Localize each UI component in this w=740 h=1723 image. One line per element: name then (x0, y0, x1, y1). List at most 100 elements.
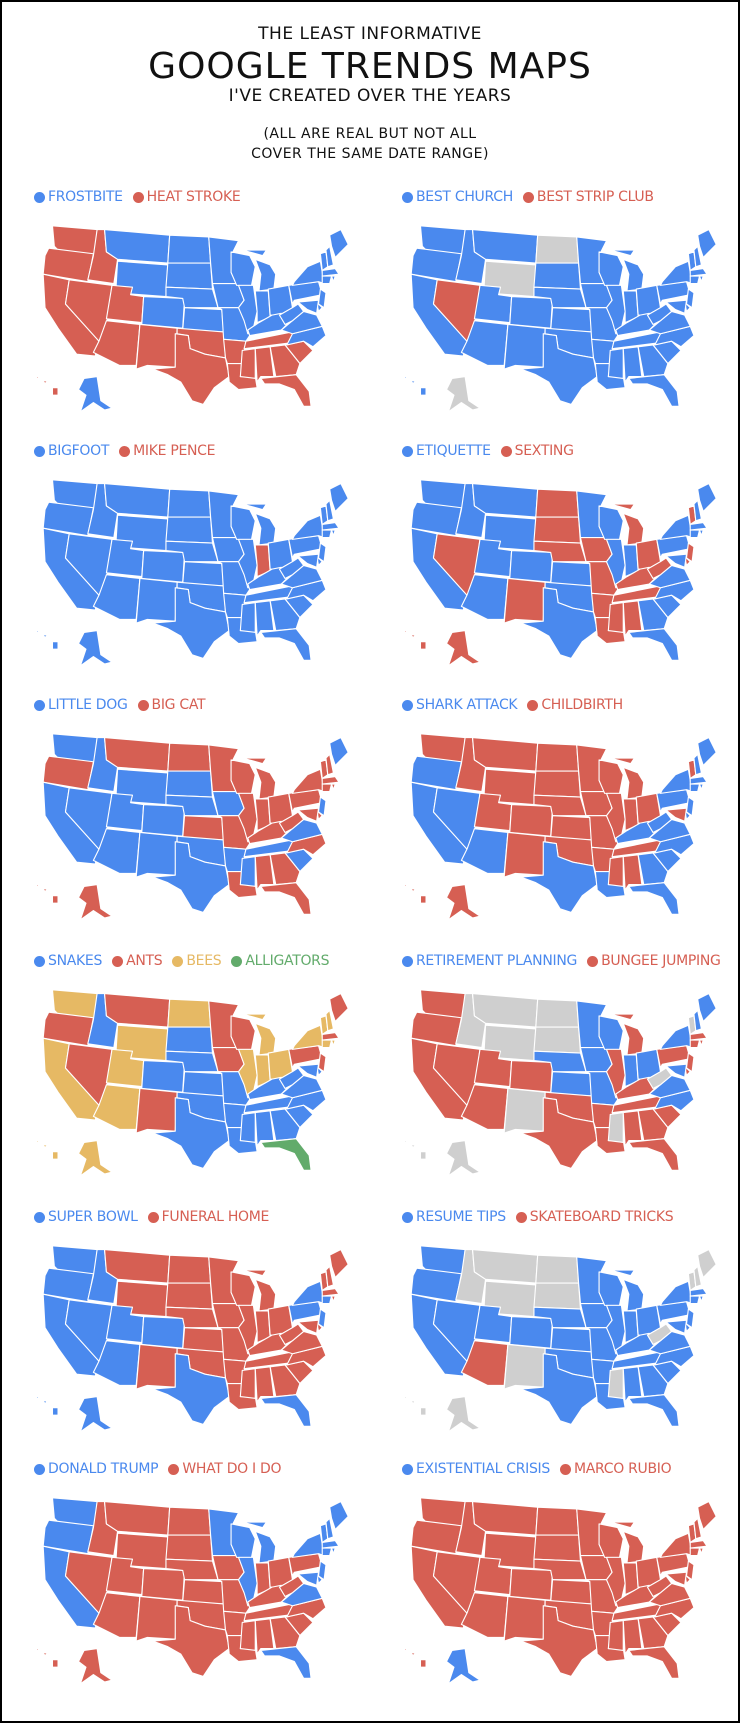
state-wi (598, 759, 624, 794)
state-il (237, 792, 258, 843)
state-nm (503, 1087, 546, 1134)
state-ak (445, 375, 481, 413)
state-wi (230, 251, 256, 286)
legend-dot-icon (34, 1463, 45, 1475)
state-ct (321, 783, 333, 793)
state-mt (104, 229, 171, 264)
state-ms (607, 856, 624, 887)
state-nd (167, 1506, 212, 1536)
state-md (297, 1319, 320, 1334)
state-mt (472, 483, 539, 518)
state-mt (104, 483, 171, 518)
legend-item: BUNGEE JUMPING (587, 953, 721, 969)
map-legend: EXISTENTIAL CRISIS MARCO RUBIO (402, 1458, 672, 1480)
state-tx (520, 841, 598, 913)
state-wv (278, 1323, 305, 1345)
state-ri (330, 1547, 336, 1555)
state-al (622, 346, 643, 383)
state-md (665, 1571, 688, 1586)
state-co (141, 549, 186, 583)
state-ms (607, 348, 624, 379)
legend-dot-icon (402, 191, 413, 203)
state-fl (628, 374, 680, 407)
state-ak (445, 883, 481, 921)
legend-label: DONALD TRUMP (48, 1461, 159, 1477)
state-tx (152, 587, 230, 659)
state-nj (685, 288, 695, 309)
legend-dot-icon (587, 955, 599, 967)
state-ak (445, 629, 481, 667)
state-ct (689, 1039, 701, 1049)
state-ma (321, 1032, 340, 1041)
state-me (697, 483, 717, 513)
state-nj (317, 1560, 327, 1581)
legend-dot-icon (402, 1211, 413, 1223)
legend-item: MIKE PENCE (119, 443, 216, 459)
legend-label: SKATEBOARD TRICKS (529, 1209, 674, 1225)
state-fl (260, 1138, 312, 1171)
legend-item: ANTS (112, 953, 163, 969)
state-tx (520, 1097, 598, 1170)
legend-item: SKATEBOARD TRICKS (515, 1209, 674, 1225)
state-nm (135, 831, 178, 878)
state-nd (535, 1254, 580, 1284)
state-al (622, 1618, 643, 1655)
state-nd (535, 742, 580, 772)
state-mt (104, 1248, 171, 1284)
state-ms (239, 1368, 256, 1399)
state-ct (321, 1039, 333, 1049)
trend-map-panel: ETIQUETTE SEXTING (390, 440, 730, 680)
trend-map-panel: BIGFOOT MIKE PENCE (22, 440, 362, 680)
state-wi (598, 505, 624, 540)
legend-item: WHAT DO I DO (168, 1461, 282, 1477)
state-ri (698, 529, 704, 537)
note-line-2: COVER THE SAME DATE RANGE) (251, 146, 489, 162)
state-ny (659, 514, 693, 540)
state-il (237, 1304, 258, 1355)
state-wv (646, 1575, 673, 1597)
state-ak (77, 1139, 113, 1177)
state-ga (637, 852, 669, 886)
state-me (329, 1248, 349, 1279)
state-md (665, 807, 688, 822)
state-ks (550, 1071, 593, 1097)
legend-dot-icon (559, 1463, 571, 1475)
us-states-map (403, 479, 717, 667)
legend-item: BEES (172, 953, 222, 969)
legend-dot-icon (172, 955, 184, 967)
state-il (237, 1048, 258, 1099)
state-sd (533, 262, 582, 290)
state-tx (520, 1353, 598, 1425)
state-fl (628, 882, 680, 915)
legend-dot-icon (402, 955, 413, 967)
state-wv (646, 811, 673, 833)
state-ks (182, 1579, 225, 1605)
legend-item: DONALD TRUMP (34, 1461, 159, 1477)
legend-dot-icon (137, 699, 149, 711)
state-il (605, 792, 626, 843)
legend-label: FUNERAL HOME (161, 1209, 270, 1225)
state-il (605, 1556, 626, 1607)
state-nh (693, 1265, 702, 1288)
legend-dot-icon (231, 955, 243, 967)
state-al (622, 1366, 643, 1403)
legend-item: HEAT STROKE (132, 189, 241, 205)
note-line-1: (ALL ARE REAL BUT NOT ALL (263, 126, 477, 142)
state-ga (637, 1616, 669, 1650)
trend-map-panel: SNAKES ANTS BEES ALLIGATORS (22, 950, 362, 1190)
state-hi (403, 629, 427, 650)
state-wi (230, 1271, 256, 1306)
state-il (605, 538, 626, 589)
state-nj (685, 1560, 695, 1581)
state-ms (607, 602, 624, 633)
state-or (410, 755, 462, 791)
us-states-map (403, 1245, 717, 1433)
legend-label: ANTS (126, 953, 163, 969)
state-nd (167, 742, 212, 772)
state-or (42, 1267, 94, 1303)
state-ga (269, 344, 301, 378)
state-fl (260, 882, 312, 915)
state-wi (598, 1015, 624, 1050)
legend-item: ALLIGATORS (231, 953, 329, 969)
state-fl (260, 1394, 312, 1427)
